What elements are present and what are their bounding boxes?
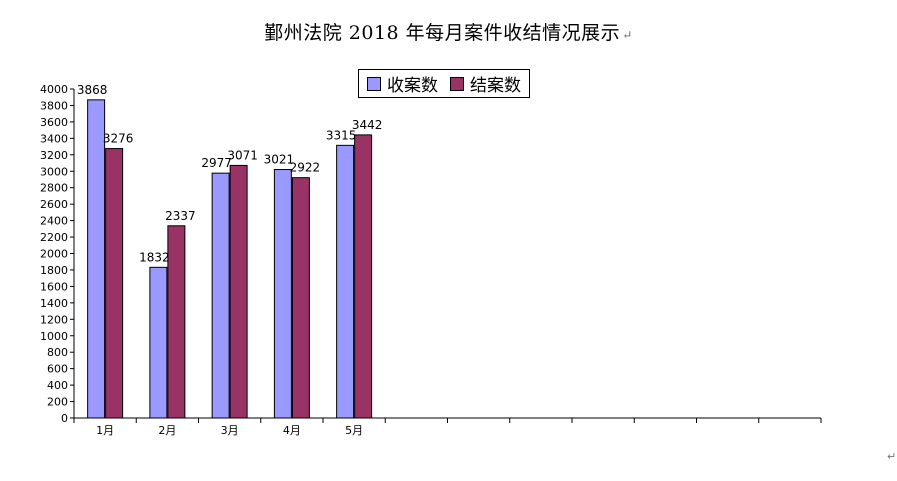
bar-received — [87, 99, 106, 419]
legend-swatch-received — [367, 76, 381, 91]
data-label-closed: 3442 — [352, 118, 383, 132]
bar-closed — [105, 148, 124, 419]
y-tick-label: 4000 — [40, 83, 68, 96]
bar-closed — [354, 134, 373, 419]
y-tick-label: 2200 — [40, 231, 68, 244]
y-tick-label: 2000 — [40, 248, 68, 261]
y-tick-label: 1400 — [40, 297, 68, 310]
data-label-received: 1832 — [139, 250, 170, 264]
data-label-closed: 2922 — [290, 161, 321, 175]
data-label-closed: 3276 — [103, 132, 134, 146]
x-tick-label: 5月 — [345, 424, 363, 437]
y-tick-label: 2400 — [40, 215, 68, 228]
y-tick-label: 2600 — [40, 198, 68, 211]
bar-received — [273, 169, 292, 419]
legend-label-closed: 结案数 — [470, 76, 521, 96]
y-tick-label: 3800 — [40, 99, 68, 112]
x-tick-label: 3月 — [221, 424, 239, 437]
chart-legend: 收案数 结案数 — [358, 69, 530, 98]
data-label-received: 3868 — [77, 83, 108, 97]
data-label-received: 3021 — [264, 153, 295, 167]
legend-item-received: 收案数 — [367, 71, 438, 96]
y-tick-label: 2800 — [40, 182, 68, 195]
y-tick-label: 3600 — [40, 116, 68, 129]
y-tick-label: 0 — [61, 412, 68, 425]
data-label-received: 2977 — [201, 156, 232, 170]
x-tick-label: 1月 — [96, 424, 114, 437]
y-tick-label: 1600 — [40, 280, 68, 293]
legend-swatch-closed — [450, 76, 464, 91]
data-label-received: 3315 — [326, 128, 357, 142]
bar-closed — [167, 225, 186, 419]
legend-label-received: 收案数 — [387, 76, 438, 96]
chart-title: 鄞州法院 2018 年每月案件收结情况展示 ↵ — [0, 18, 897, 45]
y-tick-label: 1800 — [40, 264, 68, 277]
chart-title-text: 鄞州法院 2018 年每月案件收结情况展示 — [264, 22, 621, 44]
y-tick-label: 400 — [47, 379, 68, 392]
y-tick-label: 1200 — [40, 313, 68, 326]
y-tick-label: 800 — [47, 346, 68, 359]
bar-closed — [291, 177, 310, 419]
x-tick-label: 4月 — [283, 424, 301, 437]
legend-item-closed: 结案数 — [450, 71, 521, 96]
y-tick-label: 3200 — [40, 149, 68, 162]
y-tick-label: 3400 — [40, 132, 68, 145]
bar-closed — [229, 164, 248, 419]
y-tick-label: 200 — [47, 396, 68, 409]
data-label-closed: 2337 — [165, 209, 196, 223]
y-tick-label: 3000 — [40, 165, 68, 178]
y-tick-label: 600 — [47, 363, 68, 376]
x-tick-label: 2月 — [158, 424, 176, 437]
corner-paragraph-mark: ↵ — [887, 450, 897, 463]
bar-received — [149, 266, 168, 419]
bar-received — [211, 172, 230, 419]
paragraph-mark-icon: ↵ — [622, 28, 633, 42]
y-tick-label: 1000 — [40, 330, 68, 343]
bar-received — [336, 144, 355, 419]
data-label-closed: 3071 — [227, 148, 258, 162]
